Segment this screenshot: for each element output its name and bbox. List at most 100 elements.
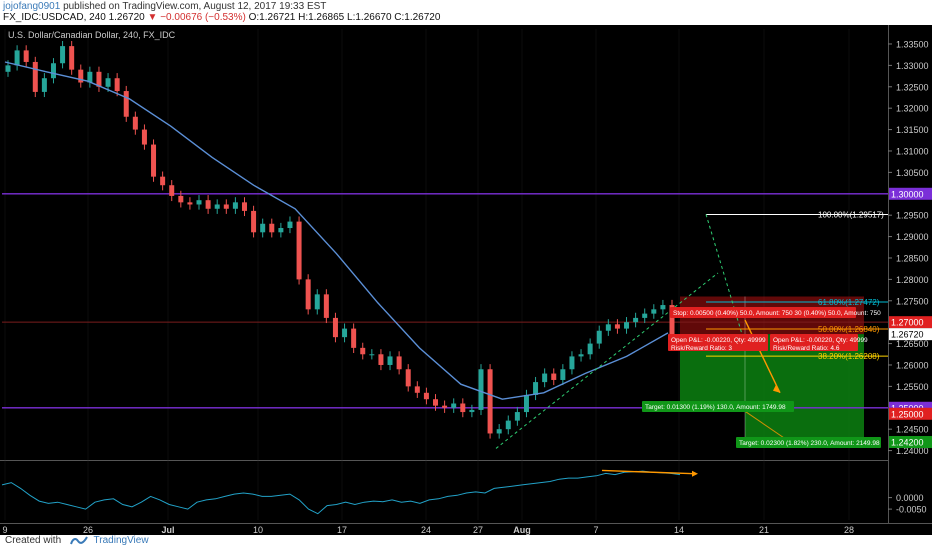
x-tick-label: 21 <box>759 525 769 535</box>
x-tick-label: 17 <box>337 525 347 535</box>
candle-body <box>187 202 193 205</box>
price-tag-bg <box>889 328 932 341</box>
candle-body <box>14 50 20 66</box>
level-tag-label: 1.30000 <box>891 189 924 199</box>
candle-body <box>205 200 211 209</box>
candle-body <box>433 399 439 406</box>
candle-body <box>132 116 138 130</box>
fib-level-label: 100.00%(1.29517) <box>818 210 884 219</box>
moving-average-line <box>4 61 669 400</box>
osc-tick-label: 0.0000 <box>896 493 924 503</box>
candle-body <box>69 46 75 70</box>
candle-body <box>533 382 539 395</box>
candle-body <box>624 322 630 329</box>
position-label-2-text: Risk/Reward Ratio: 4.6 <box>773 345 840 352</box>
brand-link[interactable]: TradingView <box>93 535 149 546</box>
candle-body <box>232 202 238 209</box>
price-tag: 1.26720 <box>889 328 932 341</box>
candle-body <box>105 78 111 87</box>
y-tick-label: 1.26000 <box>896 360 929 370</box>
candle-body <box>360 347 366 355</box>
candle-body <box>141 129 147 145</box>
chart-background <box>0 25 932 535</box>
candle-body <box>151 144 157 177</box>
x-tick-label: 26 <box>83 525 93 535</box>
target-label-2-bg <box>736 437 881 448</box>
target-label-1-bg <box>642 401 794 412</box>
candle-body <box>241 202 247 211</box>
oscillator-line <box>1 470 681 515</box>
candle-body <box>78 69 84 83</box>
price-chart[interactable]: 100.00%(1.29517) 61.80%(1.27472) 50.00%(1.… <box>0 25 932 535</box>
x-tick-label: Aug <box>513 525 531 535</box>
author-link[interactable]: jojofang0901 <box>3 1 61 12</box>
x-tick-label: 10 <box>253 525 263 535</box>
candle-body <box>160 176 166 186</box>
projection-arrow-line <box>744 319 781 394</box>
chart-title: U.S. Dollar/Canadian Dollar, 240, FX_IDC <box>8 30 176 40</box>
target-label-2-text: Target: 0.02300 (1.82%) 230.0, Amount: 2… <box>739 440 880 447</box>
candle-body <box>569 356 575 370</box>
candle-body <box>50 63 56 79</box>
position-label-2-bg <box>770 334 858 351</box>
price-tag: 1.27000 <box>889 316 932 329</box>
target-label-1-text: Target: 0.01300 (1.19%) 130.0, Amount: 1… <box>645 404 786 411</box>
stop-label-text: Stop: 0.00500 (0.40%) 50.0, Amount: 750 … <box>673 310 881 317</box>
fib-level-label: 61.80%(1.27472) <box>818 298 880 307</box>
position-label-1-text: Open P&L: -0.00220, Qty: 49999 <box>671 337 766 344</box>
price-change: ▼ −0.00676 (−0.53%) <box>147 12 246 23</box>
candle-body <box>387 356 393 365</box>
candle-body <box>451 403 457 408</box>
price-tag: 1.25000 <box>889 407 932 420</box>
candle-body <box>178 195 184 203</box>
candle-body <box>669 305 675 335</box>
x-tick-label: 27 <box>473 525 483 535</box>
stop-label-bg <box>670 307 856 318</box>
candle-body <box>278 228 284 233</box>
position-label-1-text: Risk/Reward Ratio: 3 <box>671 345 732 352</box>
candle-body <box>223 204 229 209</box>
candle-body <box>114 78 120 92</box>
candle-body <box>196 200 202 205</box>
candle-body <box>260 223 266 233</box>
candle-body <box>578 354 584 357</box>
projection-arrowhead <box>773 384 780 393</box>
ohlc-values: O:1.26721 H:1.26865 L:1.26670 C:1.26720 <box>248 12 441 23</box>
fib-level-label: 38.20%(1.26208) <box>818 352 880 361</box>
candle-body <box>414 386 420 393</box>
y-tick-label: 1.30500 <box>896 168 929 178</box>
y-tick-label: 1.28500 <box>896 253 929 263</box>
y-tick-label: 1.29500 <box>896 211 929 221</box>
x-tick-label: 28 <box>844 525 854 535</box>
target-label-2: Target: 0.02300 (1.82%) 230.0, Amount: 2… <box>736 437 881 448</box>
y-tick-label: 1.33500 <box>896 39 929 49</box>
price-tag: 1.24200 <box>889 436 932 449</box>
candle-body <box>660 305 666 310</box>
price-tag-label: 1.25000 <box>891 409 924 419</box>
candle-body <box>251 210 257 233</box>
candle-body <box>478 369 484 410</box>
candle-body <box>214 204 220 209</box>
y-tick-label: 1.25500 <box>896 382 929 392</box>
y-tick-label: 1.32000 <box>896 104 929 114</box>
target-label-1: Target: 0.01300 (1.19%) 130.0, Amount: 1… <box>642 401 794 412</box>
candle-body <box>596 330 602 344</box>
position-label-1: Open P&L: -0.00220, Qty: 49999Risk/Rewar… <box>668 334 768 352</box>
symbol-line: FX_IDC:USDCAD, 240 1.26720 ▼ −0.00676 (−… <box>3 12 440 23</box>
projection-arrow-line-2 <box>739 407 791 443</box>
candle-body <box>60 46 66 64</box>
candle-body <box>5 65 11 72</box>
price-tag-label: 1.26720 <box>891 330 924 340</box>
candle-body <box>169 185 175 196</box>
candle-body <box>442 405 448 408</box>
target-zone-extended <box>745 407 864 443</box>
candle-body <box>542 373 548 383</box>
candle-body <box>651 309 657 314</box>
candle-body <box>642 313 648 318</box>
candle-body <box>487 369 493 434</box>
candle-body <box>505 420 511 430</box>
candle-body <box>96 71 102 87</box>
candle-body <box>296 221 302 280</box>
divergence-line <box>601 469 695 475</box>
candle-body <box>496 429 502 434</box>
